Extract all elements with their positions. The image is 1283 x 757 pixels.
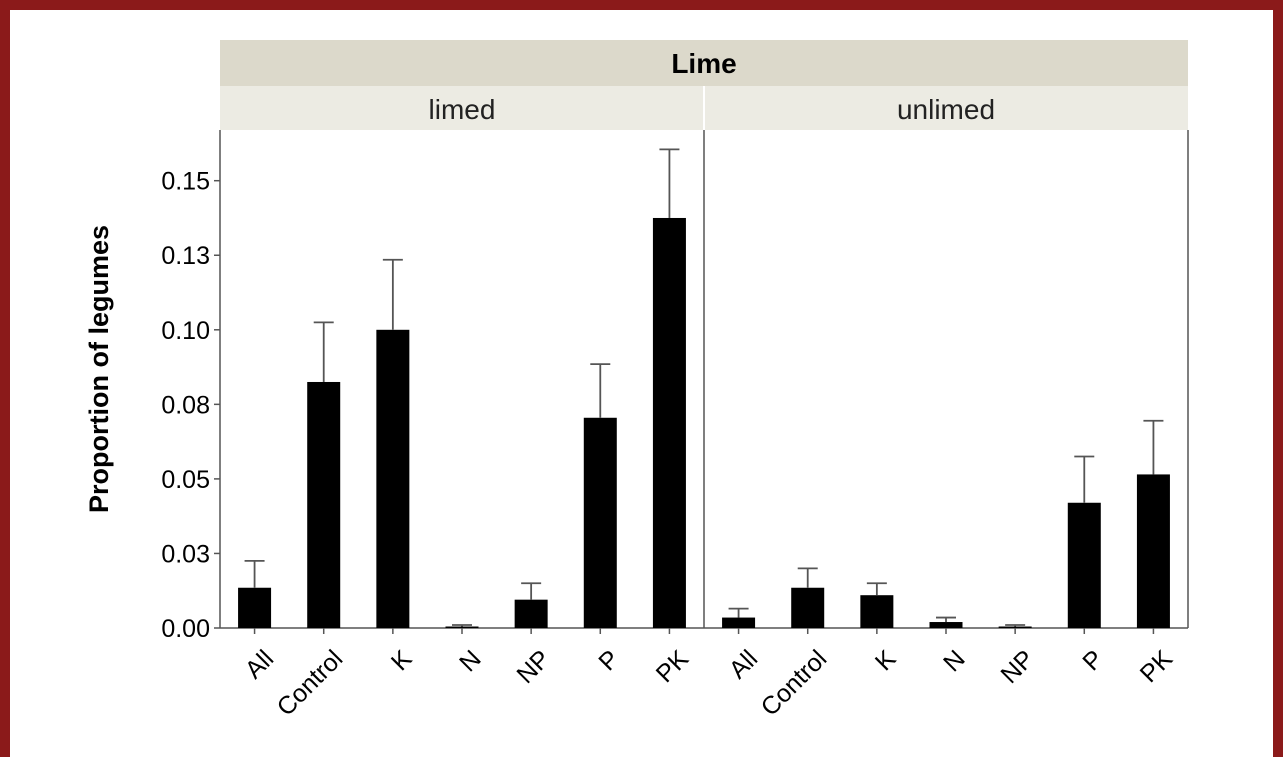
x-tick-label-limed-NP: NP bbox=[511, 645, 555, 689]
x-tick-label-unlimed-All: All bbox=[724, 645, 763, 684]
bar-limed-PK bbox=[652, 217, 686, 628]
bar-unlimed-P bbox=[1067, 502, 1101, 628]
x-tick-label-limed-P: P bbox=[593, 645, 625, 677]
x-tick-label-limed-K: K bbox=[386, 645, 418, 677]
bar-unlimed-N bbox=[929, 622, 963, 628]
x-tick-label-unlimed-P: P bbox=[1077, 645, 1109, 677]
facet-strip-limed bbox=[220, 86, 703, 130]
x-tick-label-unlimed-NP: NP bbox=[995, 645, 1039, 689]
bar-limed-K bbox=[376, 329, 410, 628]
y-tick-label: 0.03 bbox=[161, 540, 210, 568]
y-axis-title: Proportion of legumes bbox=[84, 225, 114, 513]
y-tick-label: 0.13 bbox=[161, 242, 210, 270]
facet-strip-outer bbox=[220, 40, 1188, 86]
x-tick-label-limed-Control: Control bbox=[272, 645, 349, 722]
bar-limed-NP bbox=[514, 599, 548, 628]
bar-limed-Control bbox=[307, 381, 341, 628]
x-tick-label-limed-PK: PK bbox=[651, 645, 695, 689]
x-tick-label-unlimed-PK: PK bbox=[1135, 645, 1179, 689]
bar-unlimed-All bbox=[722, 617, 756, 628]
y-tick-label: 0.08 bbox=[161, 391, 210, 419]
facet-label-unlimed: unlimed bbox=[897, 94, 995, 125]
x-tick-label-limed-N: N bbox=[454, 645, 487, 678]
bar-unlimed-Control bbox=[791, 587, 825, 628]
facet-title: Lime bbox=[671, 48, 736, 79]
x-tick-label-unlimed-K: K bbox=[870, 645, 902, 677]
facet-strip-unlimed bbox=[705, 86, 1188, 130]
bar-unlimed-PK bbox=[1136, 474, 1170, 628]
bar-limed-P bbox=[583, 417, 617, 628]
y-tick-label: 0.00 bbox=[161, 615, 210, 643]
y-tick-label: 0.05 bbox=[161, 466, 210, 494]
x-tick-label-unlimed-Control: Control bbox=[756, 645, 833, 722]
bar-unlimed-K bbox=[860, 595, 894, 628]
bar-unlimed-NP bbox=[998, 626, 1032, 629]
y-tick-label: 0.15 bbox=[161, 168, 210, 196]
x-tick-label-limed-All: All bbox=[240, 645, 279, 684]
bar-limed-N bbox=[445, 626, 479, 629]
bar-limed-All bbox=[238, 587, 272, 628]
x-tick-label-unlimed-N: N bbox=[938, 645, 971, 678]
facet-label-limed: limed bbox=[429, 94, 496, 125]
y-tick-label: 0.10 bbox=[161, 317, 210, 345]
